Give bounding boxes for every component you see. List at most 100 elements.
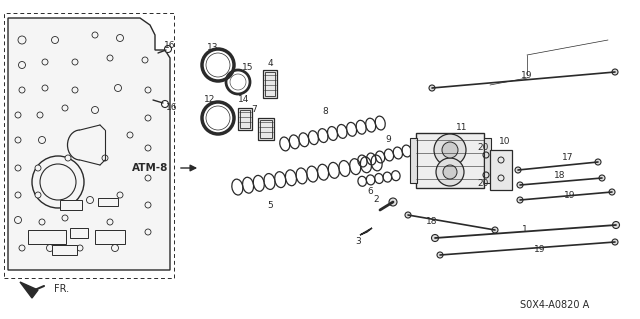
Circle shape [62, 215, 68, 221]
Circle shape [515, 167, 521, 173]
Circle shape [434, 134, 466, 166]
Text: 1: 1 [522, 226, 528, 234]
Bar [28, 230, 66, 244]
Bar [4, 13, 174, 278]
Text: 20: 20 [477, 179, 489, 188]
Bar [258, 118, 274, 140]
Circle shape [145, 87, 151, 93]
Circle shape [37, 112, 43, 118]
Circle shape [77, 245, 83, 251]
Text: 19: 19 [521, 70, 532, 79]
Circle shape [15, 137, 21, 143]
Circle shape [145, 229, 151, 235]
Circle shape [442, 142, 458, 158]
Circle shape [18, 36, 26, 44]
Circle shape [164, 46, 172, 53]
Circle shape [389, 198, 397, 206]
Circle shape [612, 239, 618, 245]
Polygon shape [360, 228, 372, 235]
Circle shape [612, 221, 620, 228]
Text: 10: 10 [499, 137, 511, 146]
Circle shape [206, 106, 230, 130]
Circle shape [145, 145, 151, 151]
Bar [52, 245, 77, 255]
Circle shape [116, 34, 124, 41]
Circle shape [15, 192, 21, 198]
Circle shape [51, 36, 58, 43]
Bar [490, 150, 512, 190]
Text: 20: 20 [477, 144, 489, 152]
Circle shape [107, 55, 113, 61]
Circle shape [42, 59, 48, 65]
Circle shape [517, 197, 523, 203]
Text: FR.: FR. [54, 284, 69, 294]
Text: S0X4-A0820 A: S0X4-A0820 A [520, 300, 589, 310]
Circle shape [429, 85, 435, 91]
Circle shape [35, 165, 41, 171]
Circle shape [42, 85, 48, 91]
Circle shape [230, 74, 246, 90]
Bar [238, 108, 252, 130]
Circle shape [405, 212, 411, 218]
Bar [410, 138, 417, 183]
Circle shape [145, 115, 151, 121]
Circle shape [19, 245, 25, 251]
Circle shape [72, 87, 78, 93]
Circle shape [15, 165, 21, 171]
Bar [265, 72, 275, 96]
Circle shape [86, 197, 93, 204]
Circle shape [115, 85, 122, 92]
Text: 12: 12 [204, 95, 216, 105]
Text: 16: 16 [166, 103, 178, 113]
Circle shape [111, 244, 118, 251]
Circle shape [443, 165, 457, 179]
Circle shape [599, 175, 605, 181]
Text: 17: 17 [563, 153, 573, 162]
Circle shape [19, 62, 26, 69]
Circle shape [145, 175, 151, 181]
Text: 6: 6 [367, 188, 373, 197]
Text: 7: 7 [251, 106, 257, 115]
Polygon shape [8, 18, 170, 270]
Circle shape [35, 192, 41, 198]
Circle shape [65, 155, 71, 161]
Text: ATM-8: ATM-8 [132, 163, 168, 173]
Circle shape [92, 107, 99, 114]
Circle shape [72, 59, 78, 65]
Text: 8: 8 [322, 108, 328, 116]
Circle shape [437, 252, 443, 258]
Circle shape [15, 112, 21, 118]
Text: 16: 16 [164, 41, 176, 49]
Circle shape [431, 234, 438, 241]
Circle shape [62, 105, 68, 111]
Text: 11: 11 [456, 123, 468, 132]
Circle shape [102, 155, 108, 161]
Circle shape [206, 53, 230, 77]
Text: 2: 2 [373, 196, 379, 204]
Text: 18: 18 [426, 218, 438, 226]
Bar [263, 70, 277, 98]
Circle shape [19, 87, 25, 93]
Circle shape [127, 132, 133, 138]
Circle shape [492, 227, 498, 233]
Circle shape [15, 217, 22, 224]
Circle shape [39, 219, 45, 225]
Text: 4: 4 [267, 58, 273, 68]
Bar [416, 133, 484, 188]
Circle shape [142, 57, 148, 63]
Circle shape [517, 182, 523, 188]
Circle shape [609, 189, 615, 195]
Bar [260, 120, 272, 138]
Circle shape [612, 69, 618, 75]
Text: 15: 15 [243, 63, 253, 72]
Circle shape [47, 244, 54, 251]
Bar [70, 228, 88, 238]
Circle shape [92, 32, 98, 38]
Circle shape [436, 158, 464, 186]
Bar [98, 198, 118, 206]
Bar [484, 138, 491, 183]
Text: 19: 19 [564, 191, 576, 201]
Text: 18: 18 [554, 170, 566, 180]
Circle shape [117, 192, 123, 198]
Bar [95, 230, 125, 244]
